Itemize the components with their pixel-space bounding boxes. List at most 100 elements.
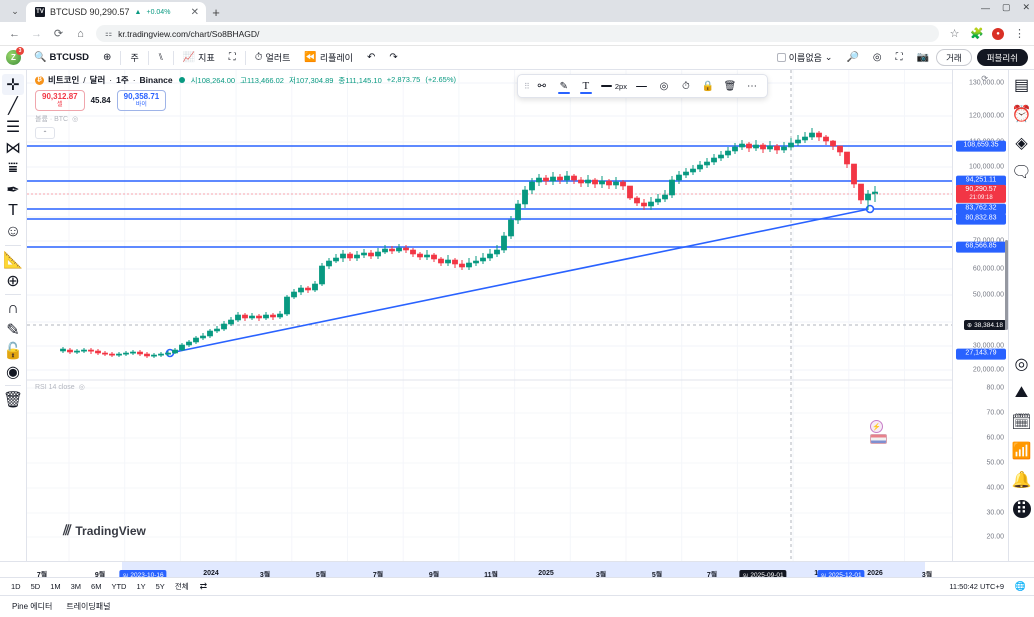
more-icon[interactable]: ⋯	[746, 80, 757, 92]
price-label[interactable]: 83,762.32	[956, 203, 1006, 215]
home-icon[interactable]: ⌂	[77, 27, 84, 40]
calendar-icon[interactable]: 🗓	[1011, 414, 1032, 431]
symbol-search-button[interactable]: 🔍 BTCUSD	[27, 48, 96, 68]
price-label[interactable]: 108,659.35	[956, 140, 1006, 152]
forward-icon[interactable]: →	[31, 27, 42, 40]
line-style-icon[interactable]	[631, 76, 653, 96]
price-label[interactable]: ⊕ 38,384.18	[964, 320, 1006, 330]
browser-menu-icon[interactable]: ⋮	[1014, 28, 1025, 40]
site-info-icon[interactable]: ⚏	[105, 29, 113, 38]
redo-button[interactable]: ↷	[382, 48, 404, 68]
price-axis-scrollbar[interactable]	[1005, 240, 1008, 330]
fullscreen-button[interactable]: ⛶	[889, 48, 910, 68]
remove-drawings-icon[interactable]: 🗑	[2, 391, 24, 409]
legend-collapse-button[interactable]: ⌃	[35, 127, 55, 140]
price-label[interactable]: 90,290.57 21:09:18	[956, 184, 1006, 204]
quick-search-button[interactable]: 🔎	[839, 48, 865, 68]
close-window-icon[interactable]: ✕	[1022, 2, 1030, 12]
legend-volume-row[interactable]: 볼륨 · BTC ◎	[35, 114, 456, 124]
reload-icon[interactable]: ⟳	[53, 28, 64, 40]
hide-drawings-icon[interactable]: ◉	[6, 363, 20, 381]
magnet-icon[interactable]: ∩	[7, 299, 19, 317]
replay-button[interactable]: ⏪ 리플레이	[297, 48, 360, 68]
buy-price-button[interactable]: 90,358.71 바이	[116, 90, 167, 112]
ideas-icon[interactable]: ◎	[1014, 356, 1029, 373]
price-label[interactable]: 94,251.11	[956, 175, 1006, 187]
sell-price-button[interactable]: 90,312.87 셀	[35, 90, 85, 112]
publish-button[interactable]: 퍼블리쉬	[976, 49, 1028, 66]
rsi-indicator-legend[interactable]: RSI 14 close ◎	[35, 383, 85, 392]
chart-type-button[interactable]: ⑊	[151, 48, 171, 68]
legend-title-row[interactable]: ₿ 비트코인 / 달러 · 1주 · Binance 시108,264.00 고…	[35, 74, 456, 86]
range-ytd[interactable]: YTD	[111, 582, 127, 591]
data-window-icon[interactable]: ◈	[1015, 135, 1028, 152]
pattern-icon[interactable]: ⋈	[5, 139, 21, 157]
new-tab-button[interactable]: +	[212, 4, 220, 20]
text-icon[interactable]: T	[8, 201, 18, 219]
url-input[interactable]: ⚏ kr.tradingview.com/chart/So8BHAGD/	[96, 25, 939, 42]
settings-icon[interactable]: ◎	[659, 80, 669, 92]
eye-icon[interactable]: ◎	[72, 116, 79, 124]
eye-icon[interactable]: ◎	[78, 384, 85, 391]
undo-button[interactable]: ↶	[360, 48, 382, 68]
notifications-icon[interactable]: 🔔	[1011, 472, 1032, 489]
trade-button[interactable]: 거래	[936, 49, 972, 66]
brush-icon[interactable]: ✒	[6, 181, 20, 199]
range-1y[interactable]: 1Y	[136, 582, 146, 591]
extensions-puzzle-icon[interactable]: 🧩	[970, 28, 984, 40]
range-all[interactable]: 전체	[174, 582, 189, 591]
forecast-icon[interactable]: ⩸	[8, 159, 18, 177]
alerts-button[interactable]: ⏱ 얼러트	[248, 48, 298, 68]
range-5y[interactable]: 5Y	[155, 582, 165, 591]
pencil-icon[interactable]: ✎	[553, 76, 575, 96]
time-settings-icon[interactable]: ⇄	[199, 581, 208, 591]
minimize-icon[interactable]: —	[980, 2, 990, 13]
close-tab-icon[interactable]: ✕	[190, 6, 199, 18]
chart-canvas-area[interactable]: ₿ 비트코인 / 달러 · 1주 · Binance 시108,264.00 고…	[27, 70, 952, 561]
watchlist-icon[interactable]: ▤	[1013, 77, 1030, 94]
range-3m[interactable]: 3M	[70, 582, 82, 591]
range-1d[interactable]: 1D	[11, 582, 21, 591]
user-avatar[interactable]: Z 3	[6, 47, 24, 65]
pine-editor-tab[interactable]: Pine 에디터	[12, 602, 53, 611]
economic-event-marker[interactable]: ⚡	[870, 420, 887, 444]
browser-tab[interactable]: TV BTCUSD 90,290.57 ▲ +0.04% ✕	[26, 2, 206, 22]
back-icon[interactable]: ←	[9, 27, 20, 40]
indicators-button[interactable]: 📈 지표	[176, 48, 222, 68]
stream-icon[interactable]: 📶	[1011, 443, 1032, 460]
line-width-selector[interactable]: 2px	[597, 82, 631, 91]
fib-retracement-icon[interactable]: ☰	[5, 118, 21, 136]
chat-icon[interactable]: 🗨	[1011, 164, 1032, 181]
emoji-icon[interactable]: ☺	[4, 222, 22, 240]
measure-icon[interactable]: 📐	[3, 251, 23, 269]
range-6m[interactable]: 6M	[91, 582, 102, 591]
lock-icon[interactable]: 🔒	[701, 80, 715, 92]
price-label[interactable]: 27,143.79	[956, 348, 1006, 360]
layouts-button[interactable]: ⛶	[222, 48, 243, 68]
public-chats-icon[interactable]: ⛰	[1014, 384, 1029, 401]
price-label[interactable]: 68,566.85	[956, 241, 1006, 253]
time-axis[interactable]: 7월9월20243월5월7월9월11월20253월5월7월1120263월월20…	[0, 561, 1034, 582]
maximize-icon[interactable]: ▢	[1001, 2, 1011, 12]
snapshot-button[interactable]: 📷	[910, 48, 936, 68]
trading-panel-tab[interactable]: 트레이딩패널	[66, 602, 111, 611]
lock-icon[interactable]: 🔓	[3, 342, 23, 360]
trend-line-icon[interactable]: ╱	[8, 97, 18, 115]
alerts-panel-icon[interactable]: ⏰	[1011, 106, 1032, 123]
interval-selector[interactable]: 주	[123, 48, 145, 68]
drawing-mode-icon[interactable]: ✎	[6, 321, 20, 339]
template-icon[interactable]: ⚯	[537, 80, 547, 92]
add-symbol-button[interactable]: ⊕	[96, 48, 118, 68]
drag-handle[interactable]: ⠿	[524, 81, 530, 91]
axis-reset-icon[interactable]: ⟳	[981, 74, 988, 83]
price-axis[interactable]: ⟳ 130,000.00120,000.00110,000.00100,000.…	[952, 70, 1008, 561]
zoom-in-icon[interactable]: ⊕	[6, 272, 20, 290]
apps-grid-icon[interactable]: ⠿	[1012, 500, 1031, 518]
cross-cursor-icon[interactable]: ✛	[2, 74, 24, 95]
avatar[interactable]: ●	[992, 27, 1004, 40]
bookmark-star-icon[interactable]: ☆	[949, 28, 960, 40]
range-1m[interactable]: 1M	[50, 582, 61, 591]
range-5d[interactable]: 5D	[30, 582, 41, 591]
text-icon[interactable]: T	[575, 76, 597, 96]
trash-icon[interactable]: 🗑	[723, 80, 737, 92]
